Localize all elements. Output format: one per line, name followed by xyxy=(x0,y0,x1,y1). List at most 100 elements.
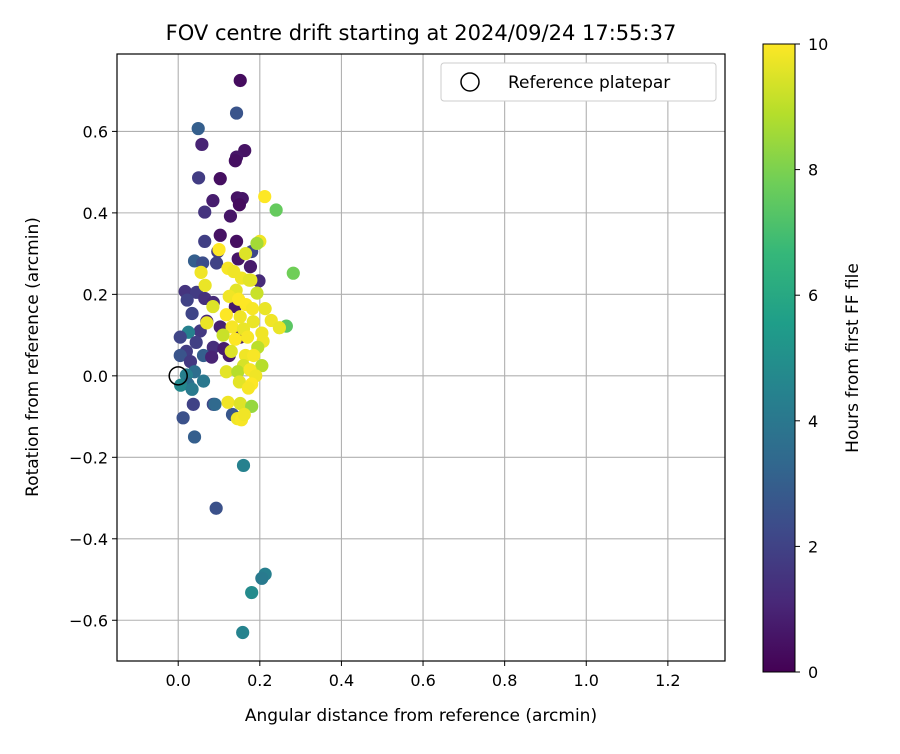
colorbar-tick-label: 2 xyxy=(808,537,818,556)
x-axis-ticks: 0.0 0.2 0.4 0.6 0.8 1.0 1.2 xyxy=(165,661,681,690)
legend-reference-marker xyxy=(460,72,480,92)
data-point xyxy=(225,320,239,334)
chart-title: FOV centre drift starting at 2024/09/24 … xyxy=(166,21,677,45)
data-point xyxy=(180,293,194,307)
data-point xyxy=(183,354,198,369)
data-point xyxy=(216,328,230,342)
colorbar-ticks: 0 2 4 6 8 10 xyxy=(795,35,828,682)
data-point xyxy=(229,234,244,248)
x-axis-label: Angular distance from reference (arcmin) xyxy=(245,706,597,726)
colorbar-label: Hours from first FF file xyxy=(843,263,863,453)
data-point xyxy=(205,350,219,364)
data-point xyxy=(206,194,220,208)
x-tick-label: 0.6 xyxy=(410,671,435,690)
data-point xyxy=(198,205,212,219)
data-point xyxy=(246,315,260,329)
colorbar-tick-label: 8 xyxy=(808,161,818,180)
data-point xyxy=(221,395,235,409)
data-point xyxy=(186,397,200,411)
plot-frame xyxy=(116,53,726,662)
x-tick-label: 0.8 xyxy=(492,671,517,690)
y-tick-label: 0.6 xyxy=(83,122,108,141)
data-point xyxy=(185,306,199,321)
data-point xyxy=(191,121,205,136)
data-point xyxy=(228,332,242,346)
y-tick-label: −0.4 xyxy=(69,530,108,549)
y-tick-label: 0.4 xyxy=(83,204,108,223)
y-tick-label: −0.2 xyxy=(69,448,108,467)
data-point xyxy=(233,396,247,411)
data-point xyxy=(272,321,287,335)
data-point xyxy=(223,209,238,223)
plot-area xyxy=(117,54,725,661)
data-point xyxy=(255,571,269,585)
data-point xyxy=(200,316,214,330)
x-tick-label: 1.0 xyxy=(574,671,599,690)
data-point xyxy=(242,273,256,287)
data-point xyxy=(194,265,208,279)
data-point xyxy=(233,73,247,88)
data-point xyxy=(189,335,203,350)
y-axis-label: Rotation from reference (arcmin) xyxy=(23,217,43,497)
data-point xyxy=(228,154,242,168)
data-point xyxy=(196,374,211,388)
data-point xyxy=(176,411,190,425)
data-point xyxy=(198,234,212,248)
data-point xyxy=(258,302,272,316)
data-point xyxy=(245,302,260,316)
colorbar-tick-label: 10 xyxy=(808,35,828,54)
data-point xyxy=(229,106,244,120)
data-point xyxy=(219,365,233,379)
data-point xyxy=(209,256,224,270)
colorbar: 0 2 4 6 8 10 Hours from first FF file xyxy=(762,35,863,682)
x-tick-label: 0.2 xyxy=(247,671,272,690)
data-point xyxy=(286,266,300,280)
data-point xyxy=(238,247,253,261)
legend: Reference platepar xyxy=(440,62,717,102)
data-point xyxy=(198,278,212,292)
data-point xyxy=(245,585,259,600)
data-point xyxy=(243,260,258,274)
reference-platepar-marker xyxy=(168,366,188,386)
colorbar-tick-label: 0 xyxy=(808,663,818,682)
data-point xyxy=(209,501,223,515)
data-point xyxy=(236,625,250,640)
colorbar-tick-label: 4 xyxy=(808,412,818,431)
data-point xyxy=(247,348,261,363)
legend-box xyxy=(440,62,717,102)
data-point xyxy=(173,330,187,344)
data-point xyxy=(213,228,227,242)
data-point xyxy=(237,407,251,422)
x-tick-label: 0.4 xyxy=(329,671,354,690)
data-point xyxy=(231,365,245,379)
data-point xyxy=(187,430,202,444)
data-point xyxy=(269,203,283,217)
data-point xyxy=(213,172,227,186)
colorbar-gradient xyxy=(763,44,795,672)
y-axis-ticks: 0.6 0.4 0.2 0.0 −0.2 −0.4 −0.6 xyxy=(69,122,117,630)
data-point xyxy=(258,189,272,204)
data-point xyxy=(219,308,233,322)
data-point xyxy=(250,286,264,300)
data-point xyxy=(255,359,269,373)
y-tick-label: 0.0 xyxy=(83,367,108,386)
grid-lines xyxy=(117,54,725,661)
data-point xyxy=(173,348,187,363)
y-tick-label: 0.2 xyxy=(83,285,108,304)
colorbar-frame xyxy=(762,43,796,673)
data-point xyxy=(195,137,209,152)
data-point xyxy=(224,344,238,358)
x-tick-label: 0.0 xyxy=(165,671,190,690)
data-point xyxy=(233,310,247,324)
data-point xyxy=(206,299,220,314)
data-point xyxy=(232,198,247,212)
data-point xyxy=(250,236,264,251)
data-point xyxy=(192,171,206,185)
colorbar-tick-label: 6 xyxy=(808,286,818,305)
data-point xyxy=(208,397,222,411)
y-tick-label: −0.6 xyxy=(69,611,108,630)
data-point xyxy=(206,340,220,354)
data-point xyxy=(240,330,255,344)
